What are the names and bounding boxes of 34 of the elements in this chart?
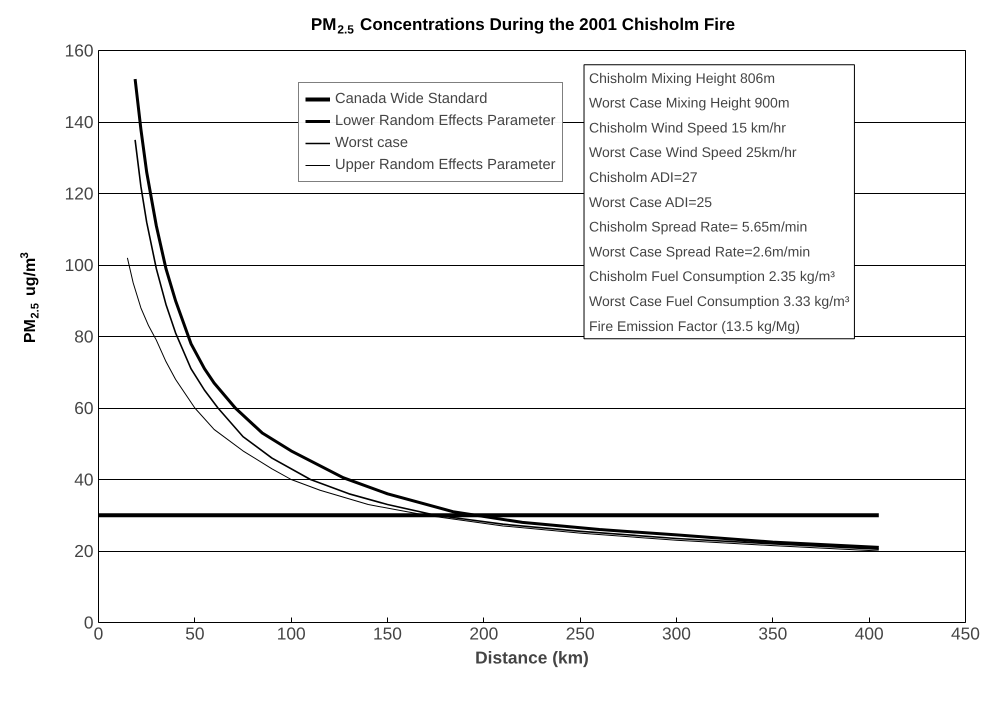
annotation: Worst Case ADI=25 [589, 194, 712, 210]
x-tick-label: 400 [854, 624, 884, 644]
annotation: Chisholm Spread Rate= 5.65m/min [589, 218, 808, 235]
annotation: Worst Case Mixing Height 900m [589, 94, 790, 111]
annotation: Chisholm ADI=27 [589, 169, 698, 185]
x-tick-label: 250 [566, 624, 595, 644]
x-tick-label: 200 [469, 624, 498, 644]
y-tick-label: 100 [64, 255, 94, 275]
y-tick-label: 40 [74, 470, 94, 490]
y-tick-label: 20 [74, 541, 94, 561]
x-axis-title: Distance (km) [475, 648, 589, 668]
y-axis-title: PM2.5 ug/m3 [19, 252, 42, 344]
x-tick-label: 300 [662, 624, 691, 644]
y-tick-label: 60 [74, 398, 94, 418]
x-tick-label: 100 [276, 624, 306, 644]
y-tick-label: 140 [64, 112, 94, 132]
y-tick-label: 120 [64, 184, 94, 204]
legend-label: Worst case [335, 134, 408, 152]
annotation: Fire Emission Factor (13.5 kg/Mg) [589, 318, 800, 334]
annotation: Worst Case Fuel Consumption 3.33 kg/m³ [589, 293, 850, 309]
annotation: Worst Case Spread Rate=2.6m/min [589, 243, 810, 260]
x-tick-label: 50 [185, 624, 204, 644]
y-tick-label: 80 [74, 326, 94, 346]
y-tick-label: 160 [64, 40, 94, 60]
x-tick-label: 150 [373, 624, 402, 644]
legend-label: Upper Random Effects Parameter [335, 156, 556, 174]
annotation: Chisholm Mixing Height 806m [589, 70, 775, 86]
x-tick-label: 350 [758, 624, 788, 644]
annotation: Chisholm Fuel Consumption 2.35 kg/m³ [589, 268, 836, 284]
legend-label: Lower Random Effects Parameter [335, 112, 556, 130]
x-tick-label: 450 [951, 624, 980, 644]
annotation: Chisholm Wind Speed 15 km/hr [589, 119, 786, 136]
annotation: Worst Case Wind Speed 25km/hr [589, 144, 797, 160]
legend-label: Canada Wide Standard [335, 90, 488, 108]
